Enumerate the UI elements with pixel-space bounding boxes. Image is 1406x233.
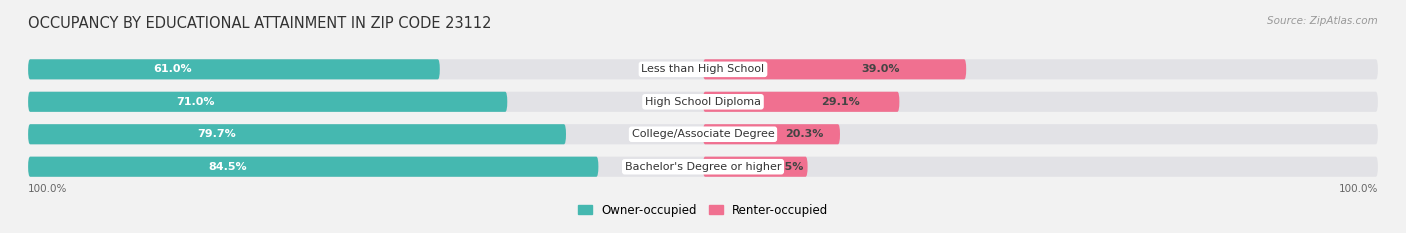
FancyBboxPatch shape <box>28 124 567 144</box>
Text: OCCUPANCY BY EDUCATIONAL ATTAINMENT IN ZIP CODE 23112: OCCUPANCY BY EDUCATIONAL ATTAINMENT IN Z… <box>28 16 492 31</box>
Text: 39.0%: 39.0% <box>860 64 900 74</box>
Text: Bachelor's Degree or higher: Bachelor's Degree or higher <box>624 162 782 172</box>
FancyBboxPatch shape <box>703 124 839 144</box>
Text: 100.0%: 100.0% <box>1339 184 1378 194</box>
FancyBboxPatch shape <box>28 157 599 177</box>
Text: 61.0%: 61.0% <box>153 64 191 74</box>
FancyBboxPatch shape <box>28 157 1378 177</box>
Text: 15.5%: 15.5% <box>766 162 804 172</box>
Text: 84.5%: 84.5% <box>208 162 247 172</box>
FancyBboxPatch shape <box>703 59 966 79</box>
Text: 20.3%: 20.3% <box>785 129 824 139</box>
FancyBboxPatch shape <box>28 124 1378 144</box>
Text: 79.7%: 79.7% <box>197 129 236 139</box>
FancyBboxPatch shape <box>28 92 508 112</box>
Text: College/Associate Degree: College/Associate Degree <box>631 129 775 139</box>
Text: 100.0%: 100.0% <box>28 184 67 194</box>
Text: Less than High School: Less than High School <box>641 64 765 74</box>
FancyBboxPatch shape <box>28 59 440 79</box>
Text: High School Diploma: High School Diploma <box>645 97 761 107</box>
FancyBboxPatch shape <box>703 92 900 112</box>
Text: 71.0%: 71.0% <box>177 97 215 107</box>
FancyBboxPatch shape <box>703 157 807 177</box>
Legend: Owner-occupied, Renter-occupied: Owner-occupied, Renter-occupied <box>572 199 834 221</box>
Text: Source: ZipAtlas.com: Source: ZipAtlas.com <box>1267 16 1378 26</box>
FancyBboxPatch shape <box>28 59 1378 79</box>
FancyBboxPatch shape <box>28 92 1378 112</box>
Text: 29.1%: 29.1% <box>821 97 859 107</box>
